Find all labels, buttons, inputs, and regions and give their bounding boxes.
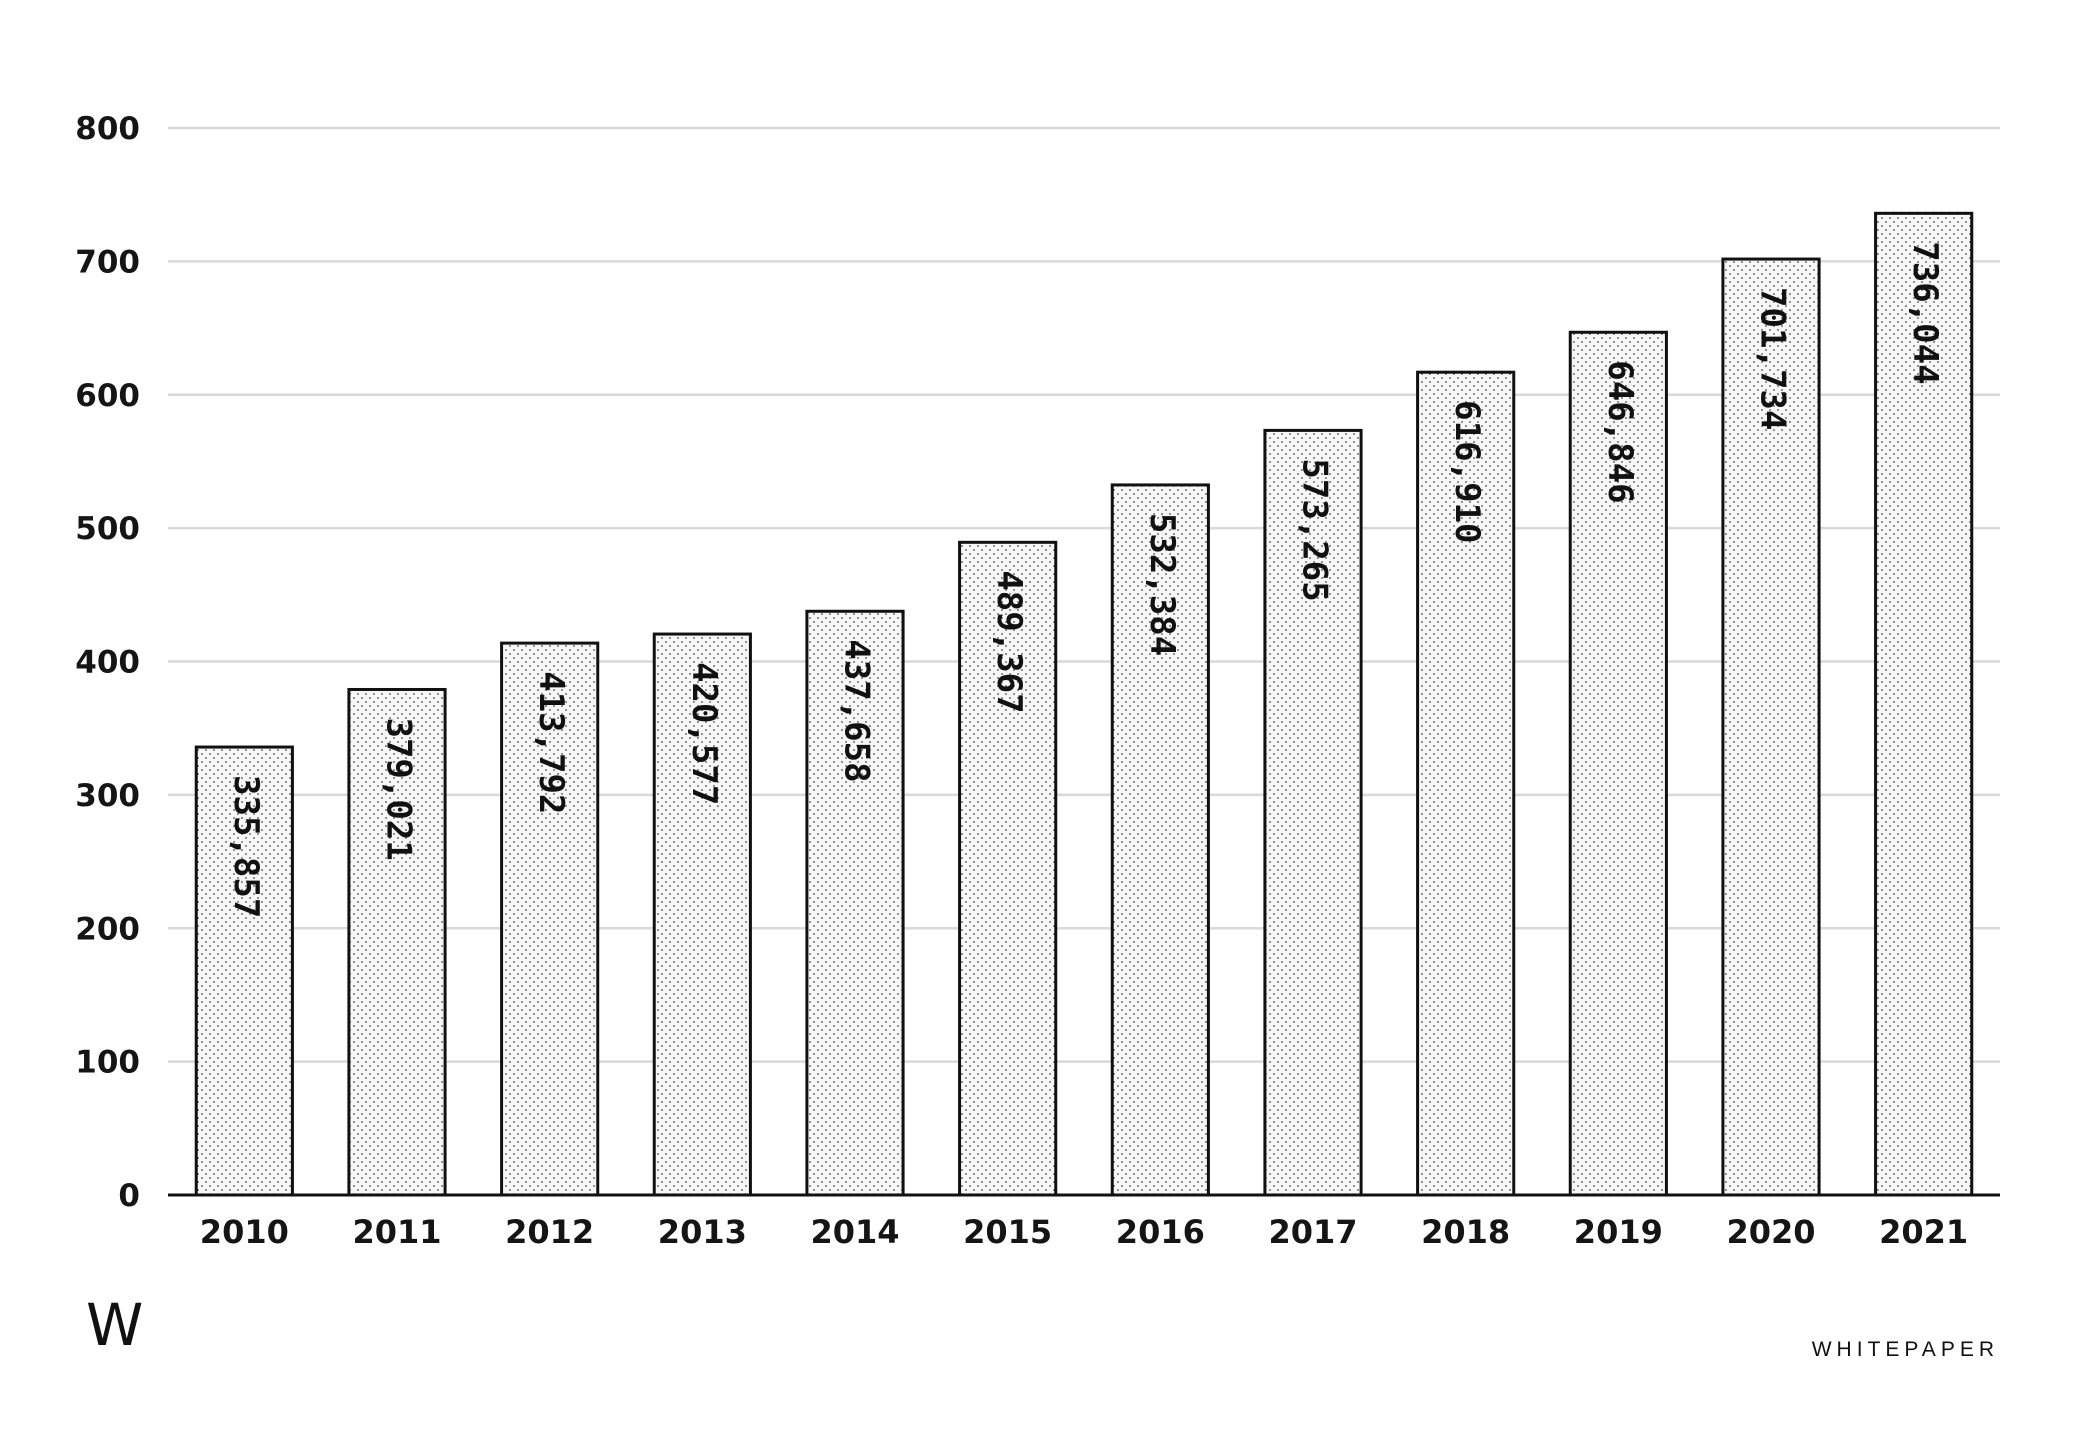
y-tick-label: 700: [75, 244, 140, 280]
x-tick-label: 2010: [200, 1213, 289, 1251]
x-tick-label: 2017: [1268, 1213, 1357, 1251]
bar-value-label: 573,265: [1295, 458, 1335, 601]
bar-2016: [1110, 483, 1210, 1197]
x-tick-label: 2014: [810, 1213, 899, 1251]
x-tick-label: 2015: [963, 1213, 1052, 1251]
y-tick-label: 100: [75, 1045, 140, 1081]
bars: 335,857 379,021 413,792 420,577 437,658 489,3…: [194, 211, 1974, 1197]
bar-2013: [652, 632, 752, 1197]
brand-name: WHITEPAPER: [1811, 1338, 1999, 1361]
bar-value-label: 616,910: [1447, 400, 1487, 543]
bar-value-label: 437,658: [837, 639, 877, 782]
whitepaper-logo: W: [86, 1291, 144, 1359]
y-tick-label: 300: [75, 778, 140, 814]
bar-2014: [805, 609, 905, 1197]
bar-2015: [958, 540, 1058, 1197]
bar-2020: [1721, 257, 1821, 1197]
y-tick-label: 0: [118, 1178, 140, 1214]
bar-value-label: 701,734: [1753, 287, 1793, 430]
bar-2017: [1263, 428, 1363, 1197]
y-tick-label: 400: [75, 645, 140, 681]
x-tick-label: 2016: [1116, 1213, 1205, 1251]
y-tick-label: 800: [75, 111, 140, 147]
x-tick-label: 2011: [352, 1213, 441, 1251]
x-tick-label: 2019: [1574, 1213, 1663, 1251]
bar-2012: [500, 641, 600, 1197]
bar-value-label: 379,021: [379, 717, 419, 860]
x-tick-label: 2018: [1421, 1213, 1510, 1251]
bar-value-label: 420,577: [684, 662, 724, 805]
gridlines: [168, 126, 2000, 1063]
bar-2010: [194, 745, 294, 1197]
bar-value-label: 489,367: [989, 570, 1029, 713]
bar-2019: [1568, 330, 1668, 1197]
y-tick-label: 200: [75, 911, 140, 947]
bar-value-label: 335,857: [226, 775, 266, 918]
bar-2021: [1874, 211, 1974, 1197]
x-tick-label: 2013: [658, 1213, 747, 1251]
x-tick-label: 2012: [505, 1213, 594, 1251]
x-tick-label: 2021: [1879, 1213, 1968, 1251]
y-axis-ticks: 0 100 200 300 400 500 600 700 800: [75, 111, 140, 1214]
bar-value-label: 413,792: [531, 671, 571, 814]
y-tick-label: 500: [75, 511, 140, 547]
bar-value-label: 532,384: [1142, 513, 1182, 656]
x-axis-ticks: 2010 2011 2012 2013 2014 2015 2016 2017 2018 2019…: [200, 1213, 1968, 1251]
bar-value-label: 736,044: [1905, 241, 1945, 384]
y-tick-label: 600: [75, 378, 140, 414]
bar-value-label: 646,846: [1600, 360, 1640, 503]
x-tick-label: 2020: [1726, 1213, 1815, 1251]
